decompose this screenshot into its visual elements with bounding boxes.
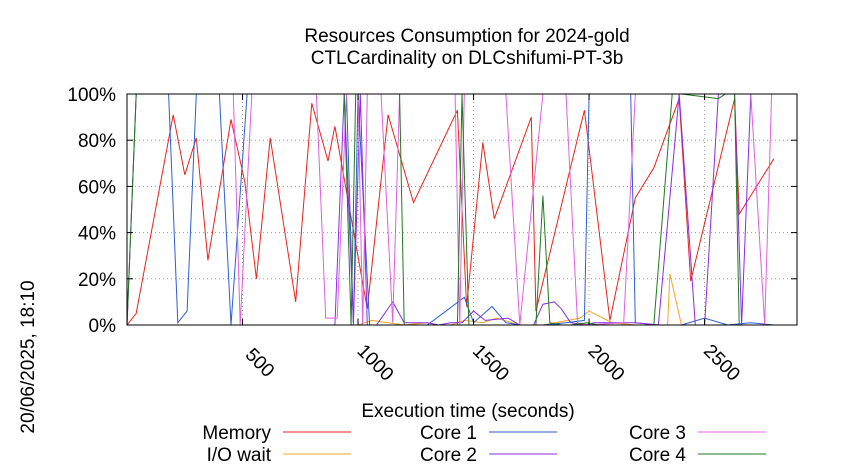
legend-label-memory: Memory <box>202 423 271 444</box>
legend-label-core-1: Core 1 <box>420 423 477 444</box>
y-axis-ticks: 0% 20% 40% 60% 80% 100% <box>67 85 797 337</box>
series-memory-line <box>126 98 775 326</box>
side-timestamp: 20/06/2025, 18:10 <box>18 280 39 433</box>
x-tick-label: 2500 <box>699 341 744 386</box>
x-tick-label: 500 <box>241 344 278 381</box>
y-tick-label: 0% <box>89 316 117 337</box>
y-tick-label: 100% <box>67 85 116 106</box>
plot-area <box>126 93 786 326</box>
legend-label-i-o-wait: I/O wait <box>207 445 272 466</box>
legend-label-core-4: Core 4 <box>629 445 686 466</box>
chart-subtitle: CTLCardinality on DLCshifumi-PT-3b <box>311 48 624 69</box>
y-tick-label: 80% <box>78 131 116 152</box>
plot-border <box>126 93 798 326</box>
legend-label-core-2: Core 2 <box>420 445 477 466</box>
series-i-o-wait-line <box>127 274 774 326</box>
series-core-2-line <box>127 93 774 326</box>
chart-title: Resources Consumption for 2024-gold <box>304 26 629 47</box>
axes-frame <box>126 93 798 326</box>
series-core-4-line <box>126 93 774 326</box>
x-axis-label: Execution time (seconds) <box>361 401 574 422</box>
x-tick-label: 1000 <box>353 341 398 386</box>
series-core-1-line <box>126 93 774 326</box>
y-tick-label: 60% <box>78 177 116 198</box>
x-tick-label: 2000 <box>584 341 629 386</box>
x-tick-label: 1500 <box>468 341 513 386</box>
legend-label-core-3: Core 3 <box>629 423 686 444</box>
y-tick-label: 40% <box>78 224 116 245</box>
y-tick-label: 20% <box>78 270 116 291</box>
